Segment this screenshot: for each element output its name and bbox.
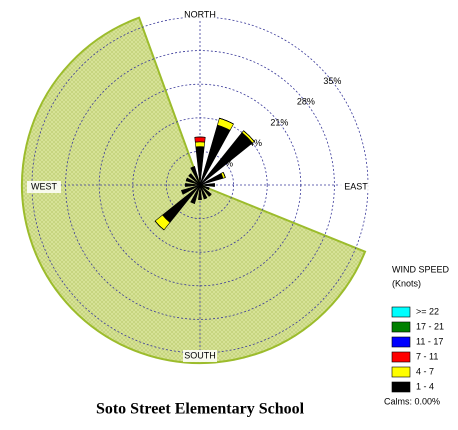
chart-title: Soto Street Elementary School [96,401,305,418]
legend-swatch [391,321,411,333]
legend-swatch [391,336,411,348]
legend-label: >= 22 [416,306,439,316]
compass-label-bg [339,181,373,193]
ring-label: 35% [323,76,341,86]
petal-segment [190,166,195,169]
legend-label: 4 - 7 [416,366,434,376]
petal-segment [185,177,188,182]
petal-segment [194,141,206,148]
petal-segment [208,187,210,190]
compass-label: EAST [344,181,368,191]
legend-swatch [391,351,411,363]
calms: Calms: 0.00% [384,396,440,406]
compass-label: NORTH [184,9,216,19]
legend-title: WIND SPEED [392,264,450,274]
compass-label: SOUTH [184,350,216,360]
compass-label: WEST [31,181,58,191]
ring-label: 21% [270,117,288,127]
legend-swatch [391,381,411,393]
petal-segment [194,136,206,143]
compass-label-bg [27,181,61,193]
petal-segment [208,193,212,197]
ring-label: 14% [244,138,262,148]
compass-label-bg [183,9,217,21]
petal-segment [190,201,195,204]
legend-swatch [391,306,411,318]
ring-label: 28% [297,97,315,107]
petal-segment [181,190,184,195]
legend-label: 7 - 11 [416,351,438,361]
legend-swatch [391,366,411,378]
legend-label: 17 - 21 [416,321,444,331]
legend-unit: (Knots) [392,278,421,288]
legend-label: 1 - 4 [416,381,434,391]
petal-segment [243,130,255,142]
compass-label-bg [183,350,217,362]
petal-segment [219,117,234,125]
petal-segment [203,197,208,200]
petal-segment [188,173,192,177]
legend-label: 11 - 17 [416,336,443,346]
